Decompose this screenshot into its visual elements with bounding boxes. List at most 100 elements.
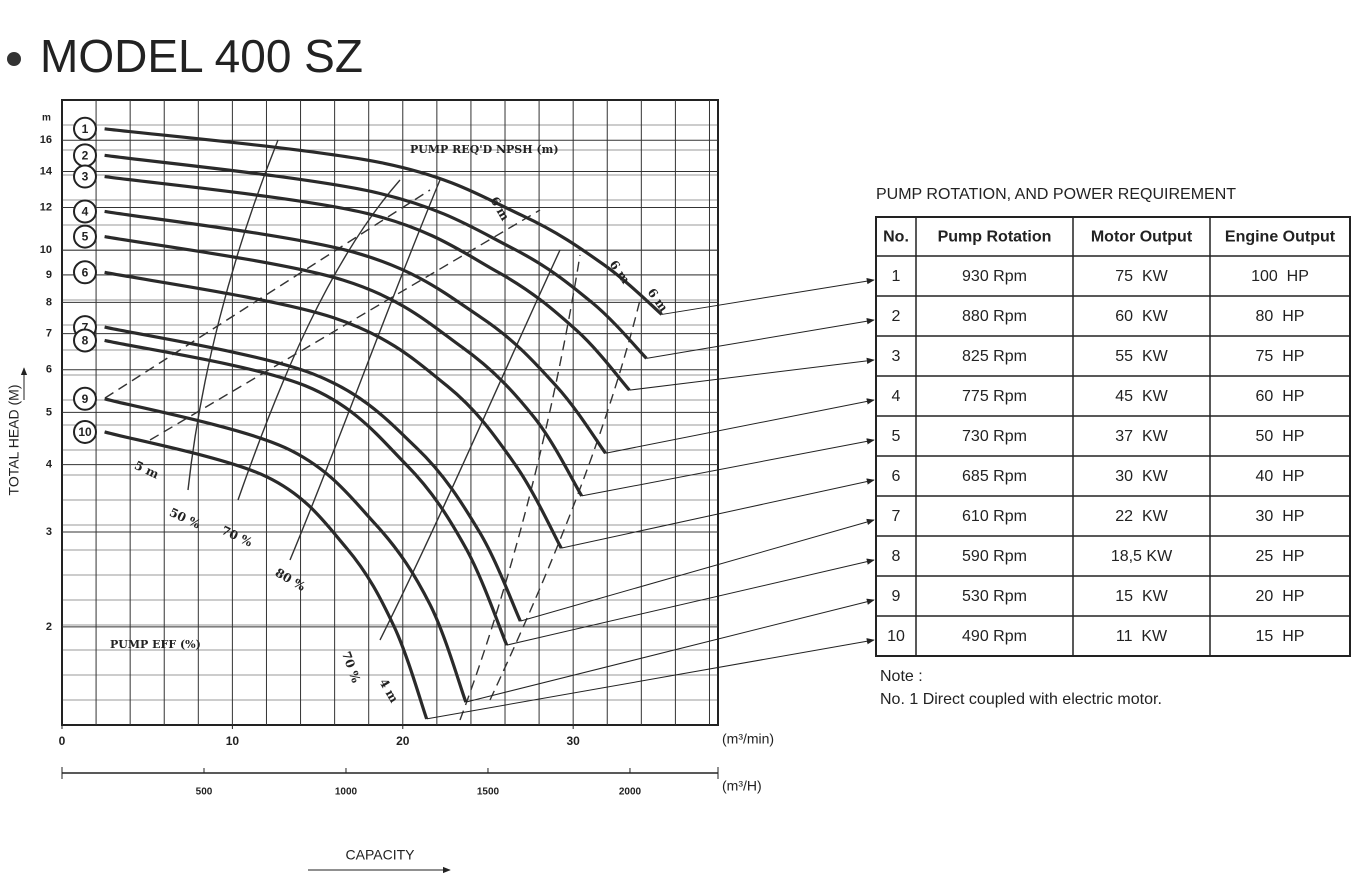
note: Note : xyxy=(880,668,923,685)
title-bullet xyxy=(7,52,21,66)
table-cell: 18,5 KW xyxy=(1111,548,1173,565)
curve-arrow xyxy=(561,478,875,549)
curve-label-circle xyxy=(73,116,97,141)
table-cell: 880 Rpm xyxy=(962,308,1027,325)
pump-curve xyxy=(104,209,607,455)
annotation: 5 m xyxy=(132,458,161,481)
y-tick-label: 3 xyxy=(46,526,52,538)
curve-arrow xyxy=(465,598,875,703)
curve-label: 8 xyxy=(82,334,89,348)
y-tick-label: 6 xyxy=(46,364,52,376)
table-cell: 45 KW xyxy=(1115,388,1168,405)
annotation: 50 % xyxy=(167,505,203,532)
y-tick-label: 10 xyxy=(40,244,52,256)
table-cell: 4 xyxy=(892,388,901,405)
table-cell: 30 KW xyxy=(1115,468,1168,485)
table-frame xyxy=(875,216,1351,657)
curve-arrow xyxy=(605,398,875,454)
curve-arrow xyxy=(520,518,875,622)
curve-label: 10 xyxy=(78,425,92,439)
curve-label-circle xyxy=(73,260,97,285)
table-cell: 37 KW xyxy=(1115,428,1168,445)
pump-curve xyxy=(104,397,468,703)
annotation: 4 m xyxy=(376,676,401,705)
chart-title: MODEL 400 SZ xyxy=(40,30,363,82)
table-header: No. xyxy=(883,229,909,246)
table-cell: 1 xyxy=(892,268,901,285)
x2-tick-label: 500 xyxy=(196,787,213,798)
y-tick-label: 5 xyxy=(46,406,52,418)
y-tick-label: 7 xyxy=(46,328,52,340)
x-tick-label: 30 xyxy=(566,734,580,748)
curve-label-circle xyxy=(73,328,97,353)
x2-tick-label: 1000 xyxy=(335,787,358,798)
curve-label: 3 xyxy=(82,170,89,184)
table-cell: 30 HP xyxy=(1256,508,1305,525)
table-cell: 530 Rpm xyxy=(962,588,1027,605)
curve-label: 9 xyxy=(82,392,89,406)
y-tick-label: 14 xyxy=(40,165,53,177)
y-tick-label: 12 xyxy=(40,201,52,213)
table-cell: 8 xyxy=(892,548,901,565)
pump-curve xyxy=(104,174,631,392)
curve-label: 5 xyxy=(82,230,89,244)
x2-tick-label: 2000 xyxy=(619,787,642,798)
y-unit: m xyxy=(42,113,51,124)
table-cell: 15 HP xyxy=(1256,628,1305,645)
table-cell: 930 Rpm xyxy=(962,268,1027,285)
table-cell: 775 Rpm xyxy=(962,388,1027,405)
table-cell: 20 HP xyxy=(1256,588,1305,605)
table-cell: 15 KW xyxy=(1115,588,1168,605)
table-cell: 5 xyxy=(892,428,901,445)
table-cell: 75 KW xyxy=(1115,268,1168,285)
x-tick-label: 20 xyxy=(396,734,410,748)
table-cell: 25 HP xyxy=(1256,548,1305,565)
curve-label-circle xyxy=(73,386,97,411)
table-cell: 40 HP xyxy=(1256,468,1305,485)
y-axis-label: TOTAL HEAD (M) xyxy=(6,385,22,496)
x2-tick-label: 1500 xyxy=(477,787,500,798)
curve-label: 2 xyxy=(82,148,89,162)
table-cell: 80 HP xyxy=(1256,308,1305,325)
y-tick-label: 9 xyxy=(46,269,52,281)
curve-label: 7 xyxy=(82,320,89,334)
annotation: PUMP REQ'D NPSH (m) xyxy=(410,143,559,156)
table-cell: 22 KW xyxy=(1115,508,1168,525)
pump-curve xyxy=(104,270,563,549)
x-tick-label: 0 xyxy=(59,734,66,748)
curve-arrow xyxy=(646,318,875,359)
table-cell: 55 KW xyxy=(1115,348,1168,365)
table-header: Motor Output xyxy=(1091,229,1193,246)
table-cell: 590 Rpm xyxy=(962,548,1027,565)
pump-curve xyxy=(104,235,584,497)
table-cell: 610 Rpm xyxy=(962,508,1027,525)
y-tick-label: 8 xyxy=(46,296,52,308)
pump-curve xyxy=(104,430,429,720)
annotation: 6 m xyxy=(607,258,633,287)
pump-curve xyxy=(104,127,663,316)
table-cell: 10 xyxy=(887,628,905,645)
table-cell: 6 xyxy=(892,468,901,485)
annotation: 70 % xyxy=(339,649,363,685)
x2-unit: (m³/H) xyxy=(722,778,762,794)
note: No. 1 Direct coupled with electric motor… xyxy=(880,691,1162,708)
curve-label: 6 xyxy=(82,265,89,279)
table-cell: 825 Rpm xyxy=(962,348,1027,365)
curve-arrow xyxy=(581,438,875,497)
annotation: 80 % xyxy=(273,566,308,595)
curve-arrow xyxy=(661,277,875,315)
y-tick-label: 4 xyxy=(46,459,53,471)
curve-label: 1 xyxy=(82,122,89,136)
table-cell: 2 xyxy=(892,308,901,325)
pump-curve xyxy=(104,153,648,360)
table-cell: 490 Rpm xyxy=(962,628,1027,645)
x-axis-label: CAPACITY xyxy=(346,847,416,863)
curve-label-circle xyxy=(73,224,97,249)
plot-grid xyxy=(61,99,719,726)
curve-label-circle xyxy=(73,419,97,444)
curve-arrow xyxy=(629,357,875,391)
x-tick-label: 10 xyxy=(226,734,240,748)
annotation: 70 % xyxy=(219,523,255,550)
table-cell: 685 Rpm xyxy=(962,468,1027,485)
pump-curve xyxy=(104,338,509,646)
